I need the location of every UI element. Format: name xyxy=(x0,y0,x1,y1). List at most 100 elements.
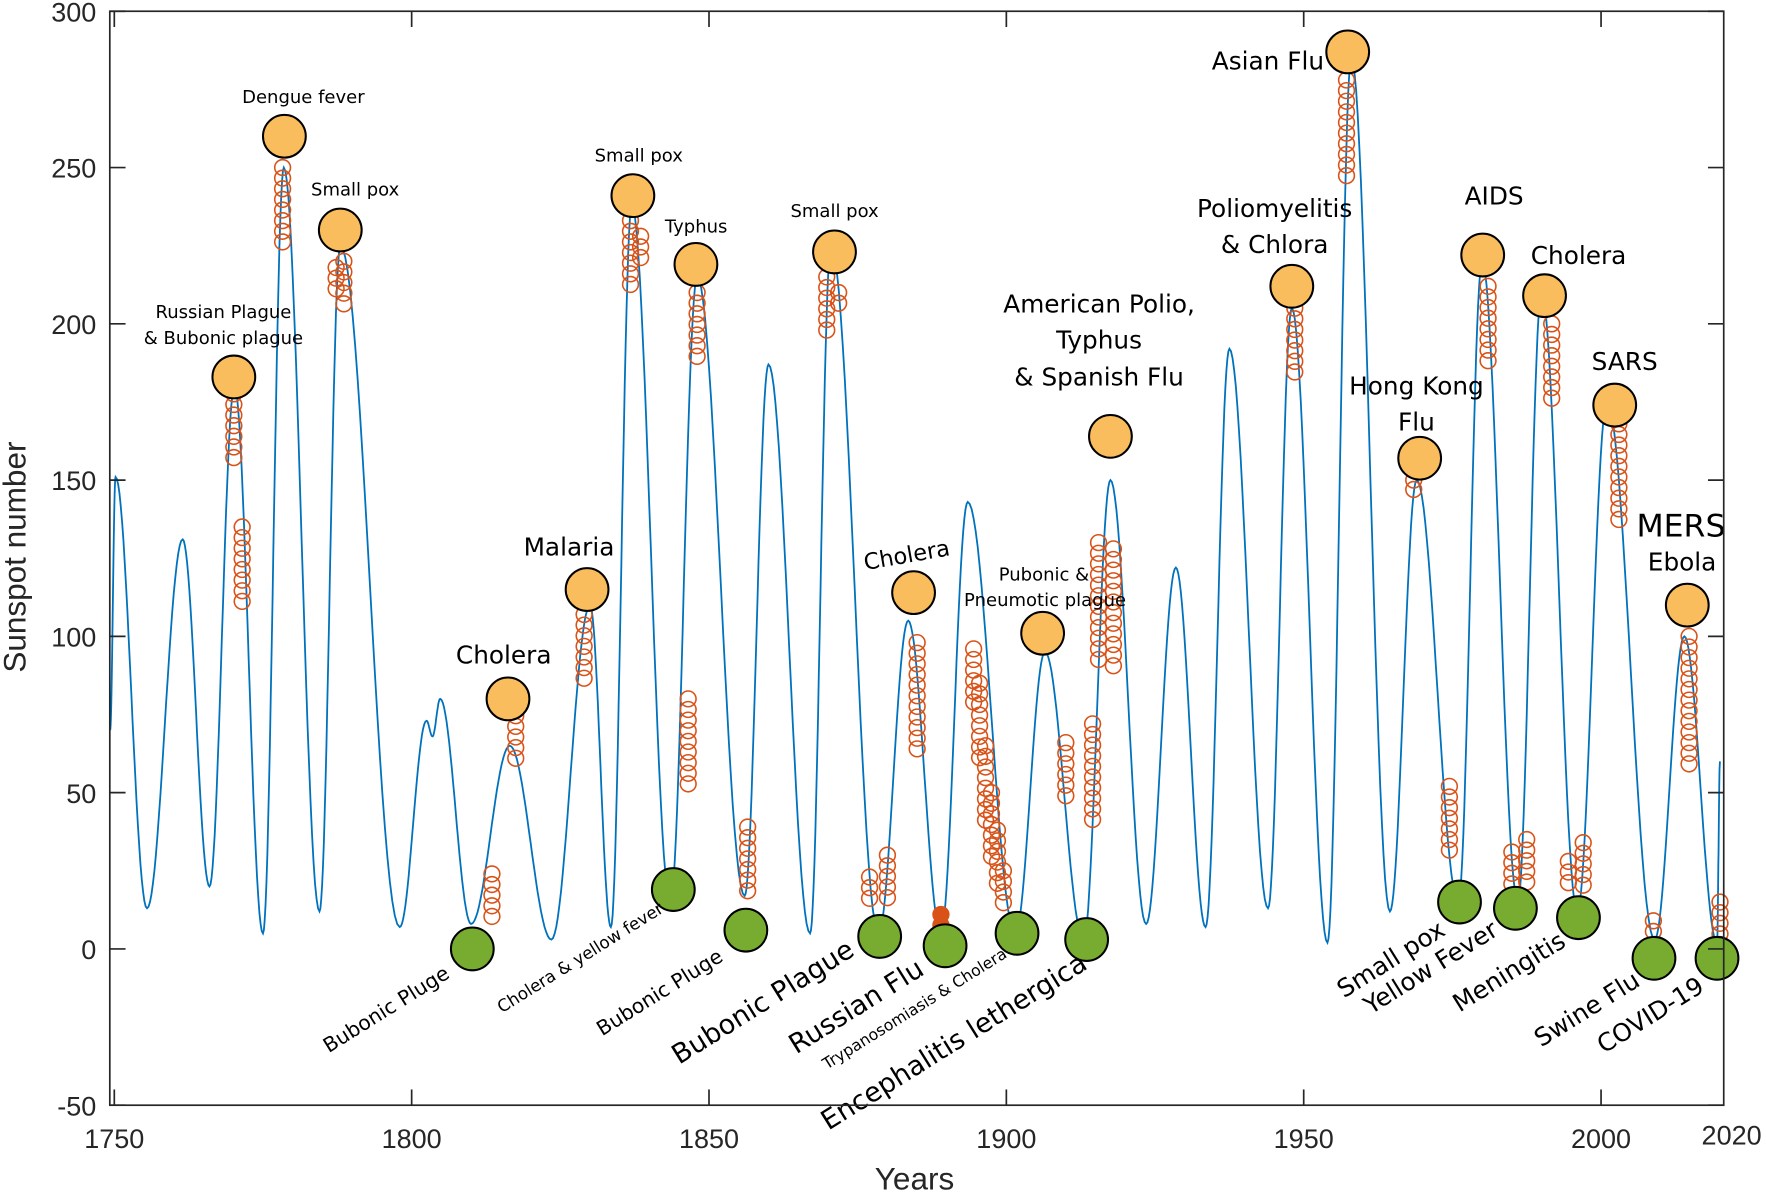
cluster-marker xyxy=(908,729,926,747)
cluster-marker xyxy=(483,886,501,904)
cluster-marker xyxy=(1083,789,1102,807)
cluster-column xyxy=(483,865,501,926)
cluster-marker xyxy=(483,865,501,883)
cluster-marker xyxy=(233,528,251,547)
cluster-marker xyxy=(233,592,251,611)
minimum-marker xyxy=(1694,935,1740,981)
cluster-column xyxy=(1337,71,1356,185)
peak-event-label: Cholera xyxy=(1531,241,1627,270)
cluster-marker xyxy=(738,828,757,847)
peak-event-label: Russian Plague xyxy=(156,302,292,323)
cluster-marker xyxy=(1337,156,1356,174)
cluster-marker xyxy=(1610,500,1628,518)
minimum-marker xyxy=(922,923,968,969)
cluster-marker xyxy=(988,832,1007,850)
cluster-marker xyxy=(994,872,1013,891)
cluster-marker xyxy=(970,727,989,746)
peak-event-label: & Chlora xyxy=(1221,230,1329,259)
cluster-marker xyxy=(1610,447,1628,465)
cluster-marker xyxy=(679,775,697,793)
cluster-marker xyxy=(1083,725,1102,744)
peak-event: Hong Kong Flu xyxy=(1349,372,1484,481)
x-tick-label: 1950 xyxy=(1274,1124,1334,1154)
cluster-marker xyxy=(988,842,1007,861)
x-tick-label: 1800 xyxy=(382,1124,442,1154)
cluster-marker xyxy=(908,633,926,652)
minimum-marker xyxy=(1493,885,1538,931)
cluster-marker xyxy=(1104,603,1123,622)
cluster-marker xyxy=(1574,876,1592,894)
cluster-marker xyxy=(233,582,251,600)
cluster-marker xyxy=(1680,723,1698,741)
peak-event-label: Ebola xyxy=(1648,547,1717,576)
cluster-marker xyxy=(818,289,836,307)
cluster-marker xyxy=(976,811,995,829)
cluster-marker xyxy=(679,722,697,740)
cluster-column xyxy=(1057,733,1075,805)
cluster-marker xyxy=(1057,776,1075,794)
cluster-marker xyxy=(1337,103,1356,121)
cluster-marker xyxy=(1286,352,1304,370)
minimum-marker xyxy=(1556,895,1601,941)
cluster-column xyxy=(679,690,697,793)
cluster-marker xyxy=(507,728,525,746)
peak-event-label: Small pox xyxy=(311,179,400,200)
cluster-marker xyxy=(1104,593,1123,611)
cluster-column xyxy=(1680,627,1698,773)
cluster-marker xyxy=(679,700,697,719)
cluster-marker xyxy=(575,648,593,666)
y-tick-label: 100 xyxy=(51,623,96,653)
cluster-marker xyxy=(738,882,757,900)
cluster-marker xyxy=(483,897,501,915)
cluster-marker xyxy=(1083,800,1102,818)
cluster-marker xyxy=(1543,325,1561,344)
peak-event-label: Dengue fever xyxy=(242,87,365,108)
peak-event-label: Small pox xyxy=(790,201,879,222)
cluster-marker xyxy=(679,711,697,729)
cluster-marker xyxy=(1440,820,1459,838)
minimum-marker xyxy=(1064,917,1110,962)
cluster-column xyxy=(1610,415,1628,529)
cluster-marker xyxy=(1574,865,1592,884)
cluster-marker xyxy=(1680,712,1698,731)
peak-marker xyxy=(1088,413,1133,459)
minimum-marker xyxy=(1437,879,1482,925)
peak-event-label: Flu xyxy=(1398,408,1435,437)
cluster-marker xyxy=(1680,733,1698,752)
cluster-marker xyxy=(1057,765,1075,784)
cluster-marker xyxy=(988,821,1007,839)
cluster-column xyxy=(988,821,1007,892)
cluster-marker xyxy=(1479,330,1497,349)
peak-event: Small pox xyxy=(790,201,879,275)
cluster-marker xyxy=(679,753,697,772)
cluster-marker xyxy=(1680,755,1698,773)
cluster-marker xyxy=(1286,310,1304,328)
cluster-marker xyxy=(1104,550,1123,569)
cluster-marker xyxy=(878,846,897,864)
cluster-marker xyxy=(1104,561,1123,579)
cluster-marker xyxy=(1479,352,1497,370)
cluster-marker xyxy=(1680,627,1698,646)
cluster-marker xyxy=(688,347,706,365)
cluster-marker xyxy=(976,779,995,797)
cluster-marker xyxy=(970,685,989,703)
cluster-marker xyxy=(878,889,897,907)
peak-event-label: Asian Flu xyxy=(1212,46,1324,75)
cluster-marker xyxy=(1104,657,1123,675)
cluster-marker xyxy=(575,637,593,656)
cluster-marker xyxy=(1479,309,1497,327)
peak-marker xyxy=(812,229,857,275)
cluster-marker xyxy=(1680,691,1698,709)
x-tick-label: 1900 xyxy=(976,1124,1036,1154)
peak-marker xyxy=(1397,435,1443,481)
cluster-marker xyxy=(1610,468,1628,486)
cluster-marker xyxy=(1440,798,1459,817)
cluster-marker xyxy=(860,879,879,897)
cluster-marker xyxy=(225,438,243,456)
cluster-marker xyxy=(982,815,1001,834)
cluster-marker xyxy=(335,273,353,292)
cluster-marker xyxy=(688,326,706,344)
cluster-column xyxy=(233,518,251,611)
cluster-column xyxy=(631,227,650,267)
